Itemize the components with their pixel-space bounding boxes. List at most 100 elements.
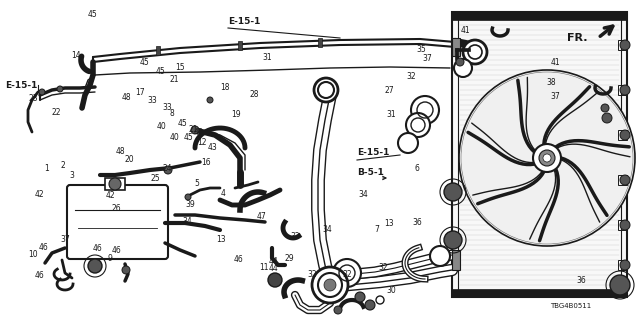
Text: 47: 47 xyxy=(256,212,266,221)
Circle shape xyxy=(365,300,375,310)
Text: 44: 44 xyxy=(269,257,279,266)
Text: 38: 38 xyxy=(547,78,557,87)
Circle shape xyxy=(620,85,630,95)
Bar xyxy=(452,289,627,297)
Bar xyxy=(105,178,125,190)
Text: 28: 28 xyxy=(250,90,259,99)
Text: 10: 10 xyxy=(28,250,38,259)
Text: TBG4B0511: TBG4B0511 xyxy=(550,303,591,309)
Circle shape xyxy=(333,259,361,287)
Bar xyxy=(618,40,627,50)
Bar xyxy=(455,48,458,60)
Text: 19: 19 xyxy=(230,110,241,119)
Text: 32: 32 xyxy=(342,270,352,279)
Text: 32: 32 xyxy=(378,263,388,272)
Circle shape xyxy=(430,246,450,266)
Circle shape xyxy=(164,166,172,174)
Bar xyxy=(156,45,160,54)
Circle shape xyxy=(444,231,462,249)
Text: 48: 48 xyxy=(122,93,132,102)
Circle shape xyxy=(109,178,121,190)
Text: 13: 13 xyxy=(216,235,226,244)
Text: 39: 39 xyxy=(186,200,196,209)
Bar xyxy=(238,41,242,50)
Bar xyxy=(455,48,470,51)
Text: 32: 32 xyxy=(406,72,416,81)
Circle shape xyxy=(314,78,338,102)
Text: 3: 3 xyxy=(69,171,74,180)
Text: 45: 45 xyxy=(88,10,98,19)
Circle shape xyxy=(602,113,612,123)
Text: 22: 22 xyxy=(52,108,61,117)
Text: 42: 42 xyxy=(35,190,45,199)
Circle shape xyxy=(463,40,487,64)
Text: 5: 5 xyxy=(195,179,200,188)
Circle shape xyxy=(398,133,418,153)
Circle shape xyxy=(191,126,199,134)
Circle shape xyxy=(57,86,63,92)
Circle shape xyxy=(620,40,630,50)
Text: 25: 25 xyxy=(150,174,160,183)
Text: 16: 16 xyxy=(201,158,211,167)
Bar xyxy=(452,38,460,56)
Text: 36: 36 xyxy=(576,276,586,285)
Bar xyxy=(618,220,627,230)
Text: 45: 45 xyxy=(155,68,165,76)
Circle shape xyxy=(268,273,282,287)
Text: 36: 36 xyxy=(412,218,422,227)
Text: 13: 13 xyxy=(384,219,394,228)
Bar xyxy=(318,38,322,47)
Text: 37: 37 xyxy=(550,92,561,101)
Circle shape xyxy=(620,220,630,230)
Text: 31: 31 xyxy=(262,53,273,62)
Bar xyxy=(618,85,627,95)
Circle shape xyxy=(620,130,630,140)
Text: 27: 27 xyxy=(384,86,394,95)
Circle shape xyxy=(444,183,462,201)
Text: 44: 44 xyxy=(269,264,279,273)
Circle shape xyxy=(533,144,561,172)
Text: 8: 8 xyxy=(169,109,174,118)
Circle shape xyxy=(207,97,213,103)
Circle shape xyxy=(324,279,336,291)
Circle shape xyxy=(459,70,635,246)
Circle shape xyxy=(610,275,630,295)
Text: 31: 31 xyxy=(387,110,397,119)
Text: 45: 45 xyxy=(184,133,194,142)
Text: 48: 48 xyxy=(115,147,125,156)
Text: 29: 29 xyxy=(284,254,294,263)
Bar xyxy=(618,130,627,140)
Circle shape xyxy=(88,259,102,273)
Circle shape xyxy=(312,267,348,303)
Text: 18: 18 xyxy=(221,84,230,92)
Text: 6: 6 xyxy=(415,164,420,173)
Text: 42: 42 xyxy=(105,191,115,200)
Circle shape xyxy=(39,89,45,95)
Text: 43: 43 xyxy=(207,143,218,152)
Text: 37: 37 xyxy=(60,235,70,244)
Circle shape xyxy=(406,113,430,137)
Text: 21: 21 xyxy=(189,125,198,134)
Text: 32: 32 xyxy=(291,232,301,241)
Text: E-15-1: E-15-1 xyxy=(5,81,37,90)
Text: 32: 32 xyxy=(307,270,317,279)
Text: 17: 17 xyxy=(134,88,145,97)
Text: B-5-1: B-5-1 xyxy=(357,168,384,177)
Text: 46: 46 xyxy=(35,271,45,280)
Bar xyxy=(452,12,627,297)
Text: 20: 20 xyxy=(124,155,134,164)
Text: 46: 46 xyxy=(233,255,243,264)
Text: 34: 34 xyxy=(323,225,333,234)
Circle shape xyxy=(454,59,472,77)
Text: 45: 45 xyxy=(139,58,149,67)
Text: 23: 23 xyxy=(28,94,38,103)
Text: 1: 1 xyxy=(44,164,49,173)
Text: E-15-1: E-15-1 xyxy=(357,148,389,157)
Text: 40: 40 xyxy=(169,133,179,142)
Text: 46: 46 xyxy=(92,244,102,253)
Circle shape xyxy=(620,260,630,270)
Text: 9: 9 xyxy=(108,254,113,263)
Circle shape xyxy=(185,194,191,200)
Circle shape xyxy=(334,306,342,314)
FancyBboxPatch shape xyxy=(67,185,168,259)
